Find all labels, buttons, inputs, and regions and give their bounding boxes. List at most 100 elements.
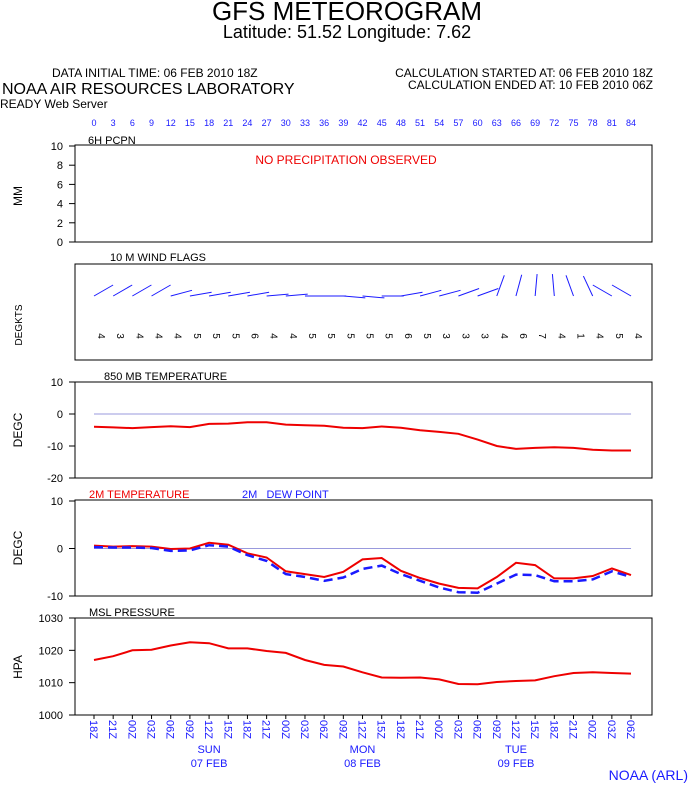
date-label: 07 FEB	[191, 758, 228, 770]
wind-flag	[400, 291, 423, 297]
wind-flag	[439, 289, 461, 297]
t2m-plot-area	[93, 541, 632, 594]
forecast-hour-label: 0	[91, 118, 96, 128]
time-axis-label: 15Z	[528, 720, 540, 739]
forecast-hour-label: 69	[530, 118, 540, 128]
wind-flag	[419, 289, 442, 297]
t2m-ylabel: DEGC	[11, 530, 25, 565]
t850-ytick-label: -20	[47, 473, 63, 485]
wind-speed-label: 3	[114, 333, 125, 339]
forecast-hour-label: 78	[588, 118, 598, 128]
forecast-hour-label: 54	[434, 118, 444, 128]
forecast-hours-row: 0 3 6 9 12 15 18 21 24 27 30 33 36 39 42 45 48 51 54 57 60 63…	[91, 118, 636, 128]
time-axis-label: 00Z	[279, 720, 291, 739]
forecast-hour-label: 48	[396, 118, 406, 128]
forecast-hour-label: 51	[415, 118, 425, 128]
time-axis-label: 03Z	[451, 720, 463, 739]
wind-flag	[247, 291, 270, 297]
forecast-hour-label: 15	[185, 118, 195, 128]
time-axis-label: 00Z	[586, 720, 598, 739]
t2m-series-line	[93, 541, 632, 590]
t850-series-line	[93, 421, 631, 452]
time-axis-label: 03Z	[145, 720, 157, 739]
date-label: 08 FEB	[344, 758, 381, 770]
mslp-ytick-label: 1030	[39, 613, 63, 625]
t2m-ytick-label: 0	[57, 544, 63, 556]
wind-flag	[285, 293, 308, 297]
wind-speed-label: 5	[364, 333, 375, 339]
wind-flag	[151, 284, 171, 297]
mslp-yaxis: 1030 1020 1010 1000	[39, 613, 75, 722]
wind-flag	[93, 284, 114, 297]
time-axis: 18Z 21Z 00Z 03Z 06Z 09Z 12Z 15Z 18Z 21Z 00Z 03Z 06Z 0…	[87, 715, 636, 770]
wind-flag	[551, 274, 555, 297]
wind-flag	[515, 274, 523, 297]
precip-panel-title: 6H PCPN	[88, 135, 136, 147]
wind-flag	[362, 295, 385, 299]
wind-speed-label: 3	[459, 333, 470, 339]
wind-flag	[228, 291, 250, 297]
wind-flag	[592, 284, 613, 297]
wind-flag	[611, 284, 632, 297]
forecast-hour-label: 21	[223, 118, 233, 128]
wind-speed-label: 4	[632, 333, 643, 339]
organization-name: NOAA AIR RESOURCES LABORATORY	[2, 81, 295, 98]
mslp-ylabel: HPA	[11, 655, 25, 679]
day-label: TUE	[505, 744, 527, 756]
wind-speed-label: 3	[479, 333, 490, 339]
time-axis-label: 21Z	[106, 720, 118, 739]
credit-label: NOAA (ARL)	[608, 767, 688, 783]
wind-speed-label: 5	[613, 333, 624, 339]
location-coordinates: Latitude: 51.52 Longitude: 7.62	[222, 22, 472, 42]
precip-yaxis: 10 8 6 4 2 0	[51, 141, 75, 249]
wind-speed-label: 5	[229, 333, 240, 339]
wind-speed-label: 5	[421, 333, 432, 339]
t850-panel-frame	[74, 381, 653, 479]
wind-speed-label: 5	[306, 333, 317, 339]
precip-ytick-label: 2	[57, 218, 63, 230]
wind-flag	[496, 275, 505, 297]
precip-annotation: NO PRECIPITATION OBSERVED	[255, 153, 437, 167]
forecast-hour-label: 9	[149, 118, 154, 128]
calculation-ended: CALCULATION ENDED AT: 10 FEB 2010 06Z	[408, 78, 653, 92]
forecast-hour-label: 3	[111, 118, 116, 128]
wind-speed-label: 4	[172, 333, 183, 339]
t2m-ytick-label: -10	[47, 591, 63, 603]
wind-flag	[208, 291, 231, 297]
t850-ytick-label: -10	[47, 441, 63, 453]
forecast-hour-label: 75	[568, 118, 578, 128]
server-name: READY Web Server	[0, 97, 108, 111]
time-axis-label: 15Z	[221, 720, 233, 739]
time-axis-label: 12Z	[356, 720, 368, 739]
mslp-plot-area	[93, 641, 632, 686]
data-initial-time: DATA INITIAL TIME: 06 FEB 2010 18Z	[52, 66, 258, 80]
t2m-legend-temperature: 2M TEMPERATURE	[89, 489, 189, 501]
forecast-hour-label: 81	[607, 118, 617, 128]
wind-flag	[458, 288, 480, 297]
t850-plot-area	[93, 413, 632, 452]
t850-ytick-label: 0	[57, 409, 63, 421]
wind-speed-label: 4	[555, 333, 566, 339]
mslp-ytick-label: 1010	[39, 678, 63, 690]
mslp-panel-title: MSL PRESSURE	[89, 607, 175, 619]
wind-speed-label: 4	[95, 333, 106, 339]
t850-panel-title: 850 MB TEMPERATURE	[104, 371, 227, 383]
forecast-hour-label: 6	[130, 118, 135, 128]
wind-panel-title: 10 M WIND FLAGS	[110, 252, 206, 264]
time-axis-label: 12Z	[509, 720, 521, 739]
time-axis-label: 06Z	[624, 720, 636, 739]
forecast-hour-label: 66	[511, 118, 521, 128]
wind-flag	[170, 289, 193, 297]
wind-flag	[477, 288, 499, 297]
time-axis-label: 09Z	[183, 720, 195, 739]
forecast-hour-label: 84	[626, 118, 636, 128]
forecast-hour-label: 18	[204, 118, 214, 128]
time-axis-label: 09Z	[336, 720, 348, 739]
time-axis-label: 06Z	[164, 720, 176, 739]
forecast-hour-label: 36	[319, 118, 329, 128]
wind-ylabel: DEGKTS	[14, 304, 25, 345]
time-axis-label: 18Z	[394, 720, 406, 739]
forecast-hour-label: 39	[338, 118, 348, 128]
t850-ytick-label: 10	[51, 377, 63, 389]
